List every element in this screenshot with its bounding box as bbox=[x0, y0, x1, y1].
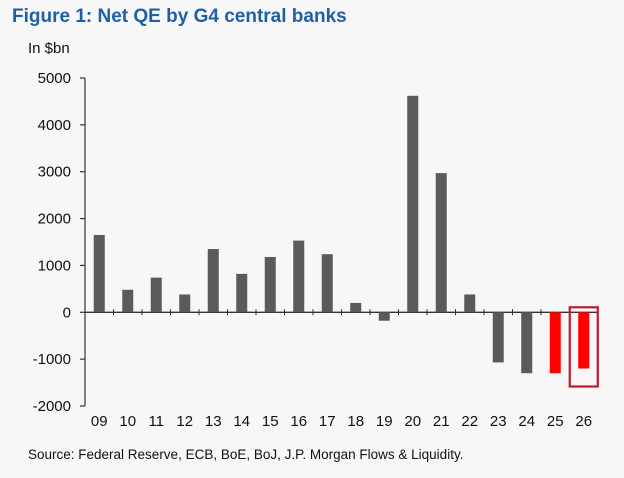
y-tick-label: 5000 bbox=[38, 70, 71, 87]
bar-16 bbox=[293, 240, 305, 313]
source-note: Source: Federal Reserve, ECB, BoE, BoJ, … bbox=[28, 447, 464, 462]
bar-14 bbox=[236, 273, 248, 313]
bar-13 bbox=[207, 249, 219, 313]
bar-15 bbox=[264, 256, 276, 313]
x-tick-label: 09 bbox=[91, 413, 108, 430]
chart-title: Figure 1: Net QE by G4 central banks bbox=[12, 6, 347, 27]
y-tick-label: 2000 bbox=[38, 211, 71, 228]
y-tick-label: 1000 bbox=[38, 257, 71, 274]
x-tick-label: 21 bbox=[433, 413, 450, 430]
x-tick-label: 25 bbox=[547, 413, 564, 430]
bar-26 bbox=[578, 312, 590, 369]
x-tick-label: 10 bbox=[119, 413, 136, 430]
bar-24 bbox=[521, 312, 533, 374]
bar-19 bbox=[378, 312, 390, 321]
x-tick-label: 20 bbox=[404, 413, 421, 430]
x-tick-label: 26 bbox=[575, 413, 592, 430]
bar-22 bbox=[464, 294, 476, 313]
x-tick-label: 19 bbox=[376, 413, 393, 430]
y-tick-label: -1000 bbox=[33, 351, 71, 368]
x-tick-label: 11 bbox=[148, 413, 164, 430]
x-tick-label: 17 bbox=[319, 413, 336, 430]
bar-17 bbox=[321, 254, 333, 313]
bar-25 bbox=[549, 312, 561, 374]
highlight-box-26 bbox=[568, 306, 599, 388]
y-axis-unit-label: In $bn bbox=[28, 40, 70, 57]
bar-23 bbox=[492, 312, 504, 363]
x-tick-label: 23 bbox=[490, 413, 507, 430]
x-tick-label: 18 bbox=[347, 413, 364, 430]
y-tick-label: 0 bbox=[63, 304, 71, 321]
x-tick-label: 12 bbox=[176, 413, 193, 430]
x-tick-label: 15 bbox=[262, 413, 279, 430]
bar-20 bbox=[407, 95, 419, 313]
bar-11 bbox=[150, 277, 162, 313]
x-tick-label: 24 bbox=[518, 413, 535, 430]
bar-12 bbox=[179, 294, 191, 313]
bar-21 bbox=[435, 173, 447, 313]
x-tick-label: 13 bbox=[205, 413, 222, 430]
y-tick-label: 3000 bbox=[38, 164, 71, 181]
x-tick-label: 22 bbox=[461, 413, 478, 430]
x-tick-label: 16 bbox=[290, 413, 307, 430]
bar-09 bbox=[93, 234, 105, 313]
x-tick-label: 14 bbox=[233, 413, 250, 430]
bar-10 bbox=[122, 289, 134, 313]
y-tick-label: -2000 bbox=[33, 398, 71, 415]
bar-18 bbox=[350, 302, 362, 313]
y-tick-label: 4000 bbox=[38, 117, 71, 134]
